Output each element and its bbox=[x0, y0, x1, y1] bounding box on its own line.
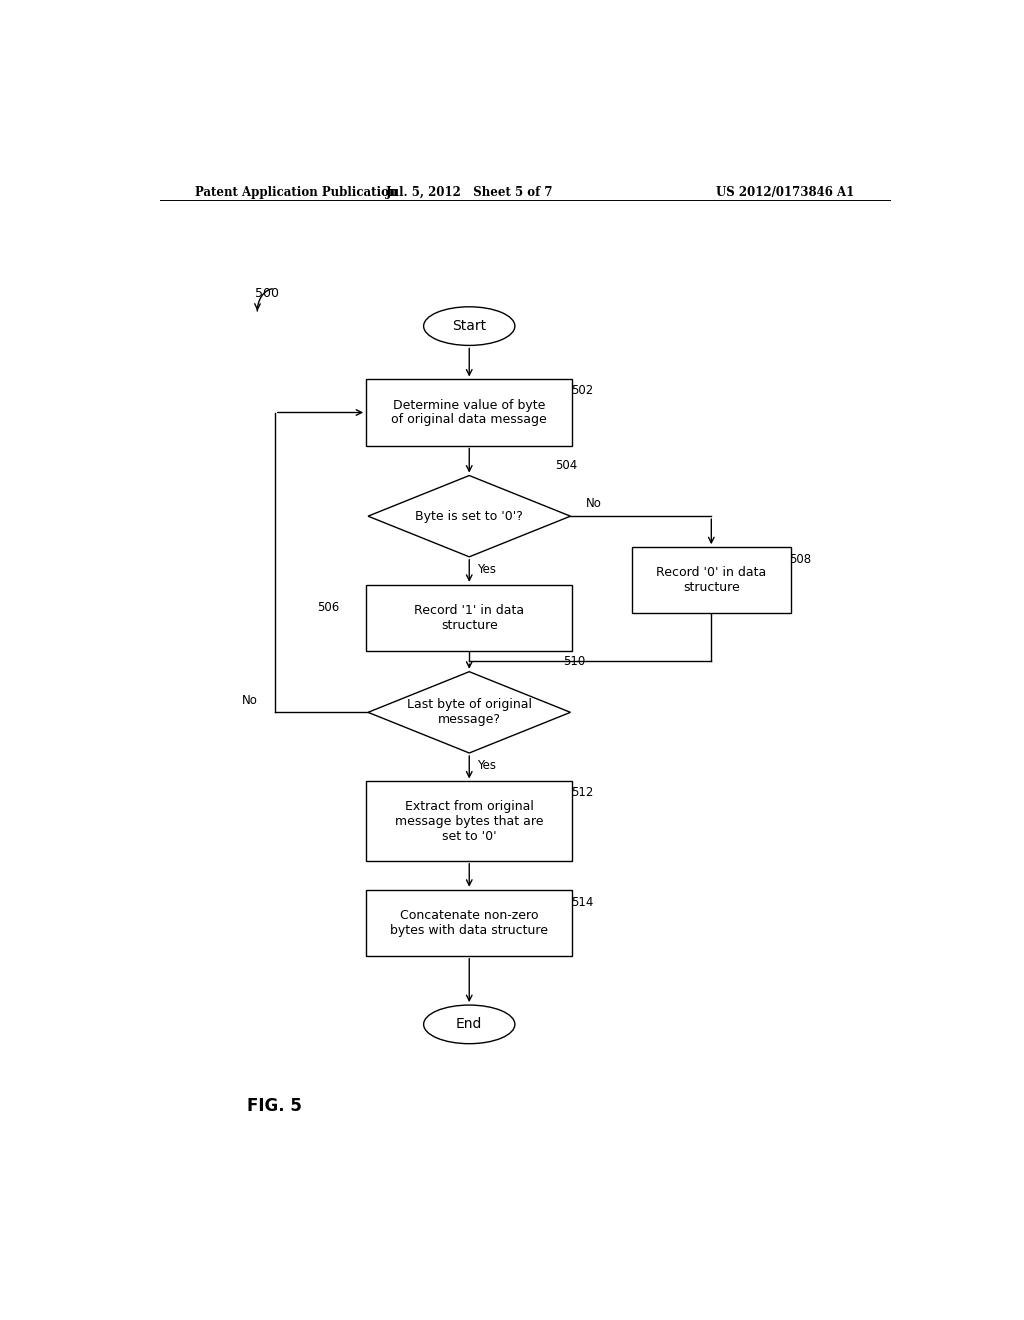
Bar bbox=[632, 548, 791, 614]
Ellipse shape bbox=[424, 306, 515, 346]
Text: Yes: Yes bbox=[477, 562, 497, 576]
Text: 510: 510 bbox=[563, 655, 586, 668]
Bar bbox=[367, 890, 572, 956]
Text: Concatenate non-zero
bytes with data structure: Concatenate non-zero bytes with data str… bbox=[390, 908, 548, 937]
Text: 506: 506 bbox=[316, 601, 339, 614]
Text: Record '0' in data
structure: Record '0' in data structure bbox=[656, 566, 766, 594]
Text: Jul. 5, 2012   Sheet 5 of 7: Jul. 5, 2012 Sheet 5 of 7 bbox=[385, 186, 553, 199]
Text: No: No bbox=[587, 498, 602, 511]
Text: FIG. 5: FIG. 5 bbox=[247, 1097, 302, 1114]
Text: 512: 512 bbox=[570, 787, 593, 799]
Text: US 2012/0173846 A1: US 2012/0173846 A1 bbox=[716, 186, 854, 199]
Bar bbox=[367, 781, 572, 861]
Polygon shape bbox=[368, 475, 570, 557]
Polygon shape bbox=[368, 672, 570, 752]
Text: 514: 514 bbox=[570, 896, 593, 909]
Text: Extract from original
message bytes that are
set to '0': Extract from original message bytes that… bbox=[395, 800, 544, 842]
Text: No: No bbox=[242, 693, 257, 706]
Text: Record '1' in data
structure: Record '1' in data structure bbox=[414, 603, 524, 632]
Text: End: End bbox=[456, 1018, 482, 1031]
Text: Last byte of original
message?: Last byte of original message? bbox=[407, 698, 531, 726]
Text: Patent Application Publication: Patent Application Publication bbox=[196, 186, 398, 199]
Text: Yes: Yes bbox=[477, 759, 497, 772]
Text: 500: 500 bbox=[255, 286, 279, 300]
Text: Determine value of byte
of original data message: Determine value of byte of original data… bbox=[391, 399, 547, 426]
Text: 508: 508 bbox=[790, 553, 811, 566]
Text: Start: Start bbox=[453, 319, 486, 333]
Ellipse shape bbox=[424, 1005, 515, 1044]
Bar bbox=[367, 585, 572, 651]
Bar bbox=[367, 379, 572, 446]
Text: Byte is set to '0'?: Byte is set to '0'? bbox=[416, 510, 523, 523]
Text: 504: 504 bbox=[555, 459, 578, 471]
Text: 502: 502 bbox=[570, 384, 593, 396]
